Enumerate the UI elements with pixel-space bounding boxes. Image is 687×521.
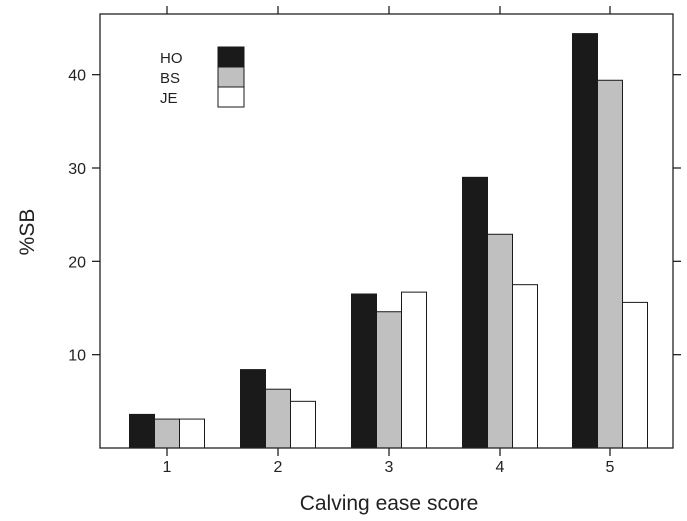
bar-bs-4 (487, 233, 513, 449)
bar-ho-4 (462, 176, 488, 449)
plot-frame (99, 13, 674, 449)
legend-label-je: JE (160, 90, 178, 107)
bar-je-5 (622, 301, 648, 449)
legend-swatch-bs (217, 66, 245, 88)
bar-ho-2 (240, 369, 266, 449)
bars-layer (129, 33, 648, 449)
bar-ho-1 (129, 413, 155, 449)
x-tick-label-3: 3 (385, 459, 394, 476)
x-tick-label-2: 2 (274, 459, 283, 476)
y-tick-label-30: 30 (68, 161, 86, 178)
x-tick-label-4: 4 (496, 459, 505, 476)
y-tick-label-10: 10 (68, 348, 86, 365)
bar-ho-5 (572, 33, 598, 449)
bar-je-3 (401, 291, 427, 449)
bar-bs-5 (597, 79, 623, 449)
bar-je-4 (512, 284, 538, 449)
x-tick-label-1: 1 (163, 459, 172, 476)
bar-je-2 (290, 400, 316, 449)
bar-bs-2 (265, 388, 291, 449)
legend-swatch-ho (217, 46, 245, 68)
legend-label-ho: HO (160, 50, 183, 67)
bar-bs-3 (376, 311, 402, 449)
bar-je-1 (179, 418, 205, 449)
bar-bs-1 (154, 418, 180, 449)
legend-label-bs: BS (160, 70, 180, 87)
legend-swatch-je (217, 86, 245, 108)
x-axis-title: Calving ease score (300, 492, 479, 515)
y-tick-label-40: 40 (68, 68, 86, 85)
legend: HO BS JE (160, 46, 245, 108)
bar-ho-3 (351, 293, 377, 449)
x-tick-label-5: 5 (606, 459, 615, 476)
y-axis-title: %SB (16, 209, 39, 256)
y-tick-label-20: 20 (68, 254, 86, 271)
axes-layer: 10 20 30 40 1 2 3 4 5 (68, 6, 681, 476)
